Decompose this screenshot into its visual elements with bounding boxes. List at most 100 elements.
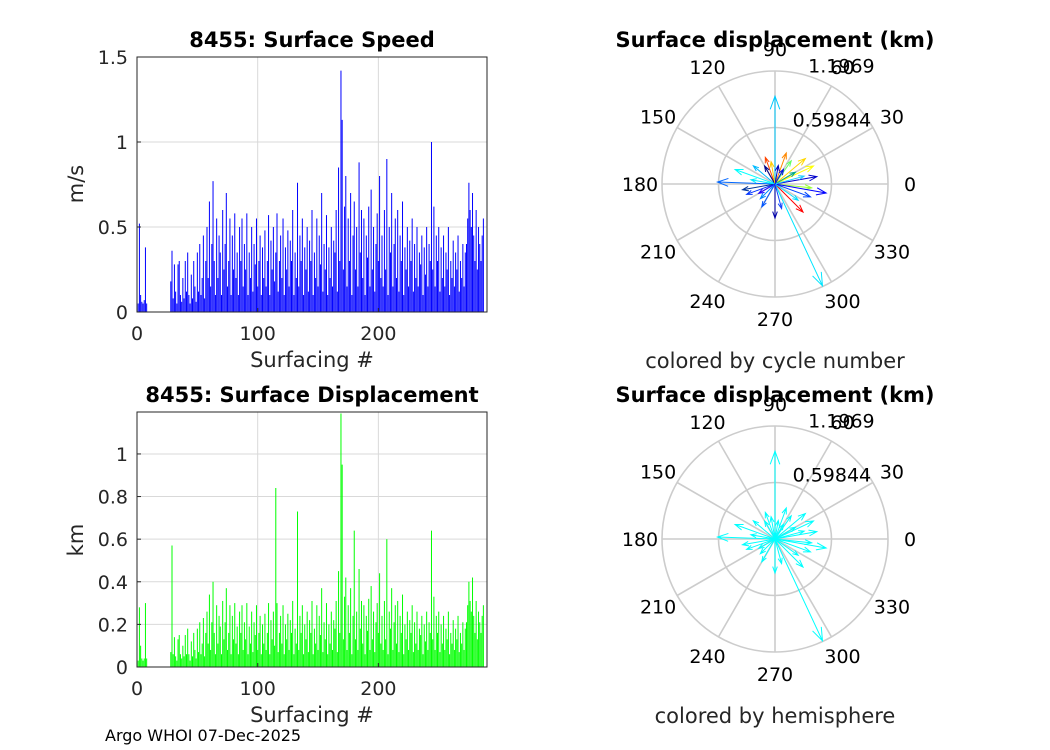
y-tick-label: 0 xyxy=(116,302,128,324)
displacement-vector xyxy=(769,160,776,185)
displacement-vector xyxy=(774,163,780,185)
displacement-vector xyxy=(774,538,783,566)
x-tick-label: 200 xyxy=(360,678,396,700)
displacement-vector xyxy=(774,538,805,569)
displacement-vector xyxy=(764,511,776,540)
angle-label: 150 xyxy=(640,107,676,129)
displacement-vector xyxy=(774,183,805,214)
displacement-vector xyxy=(774,526,797,540)
displacement-vector xyxy=(774,168,785,185)
displacement-vector xyxy=(745,538,776,550)
displacement-vector xyxy=(759,538,776,555)
polar-cycle-caption: colored by cycle number xyxy=(645,349,905,373)
x-tick-label: 0 xyxy=(131,323,143,345)
x-tick-label: 0 xyxy=(131,678,143,700)
displacement-vector xyxy=(774,175,806,185)
displacement-vector xyxy=(749,533,776,540)
displacement-vector xyxy=(774,512,807,540)
displacement-vector xyxy=(774,151,787,185)
displacement-vector xyxy=(763,519,776,540)
angle-label: 210 xyxy=(640,242,676,264)
angle-label: 300 xyxy=(824,291,860,313)
angle-label: 30 xyxy=(880,107,904,129)
displacement-vector xyxy=(749,178,776,185)
displacement-vector xyxy=(764,156,776,185)
displacement-vector xyxy=(741,183,776,192)
speed-y-label: m/s xyxy=(64,165,88,203)
angle-label: 60 xyxy=(830,412,854,434)
angle-label: 120 xyxy=(689,57,725,79)
y-tick-label: 0.2 xyxy=(98,614,128,636)
displacement-vector xyxy=(774,183,783,211)
y-tick-label: 0.6 xyxy=(98,529,128,551)
polar-hemisphere-caption: colored by hemisphere xyxy=(655,704,896,728)
angle-label: 240 xyxy=(689,646,725,668)
polar-plot-cycle: Surface displacement (km) colored by cyc… xyxy=(615,28,934,373)
displacement-y-label: km xyxy=(64,524,88,557)
angle-label: 300 xyxy=(824,646,860,668)
angle-label: 210 xyxy=(640,597,676,619)
displacement-vector xyxy=(774,171,797,185)
angle-label: 90 xyxy=(763,394,787,416)
angle-label: 180 xyxy=(622,174,658,196)
angle-label: 330 xyxy=(874,242,910,264)
y-tick-label: 1 xyxy=(116,444,128,466)
displacement-vector xyxy=(763,164,776,185)
y-tick-label: 0.5 xyxy=(98,217,128,239)
displacement-vector xyxy=(774,183,828,196)
displacement-vector xyxy=(769,449,781,539)
displacement-vector xyxy=(715,532,776,542)
displacement-vector xyxy=(757,183,776,195)
angle-label: 30 xyxy=(880,462,904,484)
speed-bar-chart: 8455: Surface Speed Surfacing # m/s 0 1 0 0… xyxy=(64,28,488,372)
displacement-vector xyxy=(774,174,819,185)
displacement-vector xyxy=(774,183,800,202)
displacement-vector xyxy=(752,519,776,540)
displacement-vector xyxy=(741,538,776,547)
plot-frame xyxy=(136,56,488,313)
displacement-vector xyxy=(733,168,776,185)
polar-cycle-title: Surface displacement (km) xyxy=(615,28,934,52)
displacement-vector xyxy=(761,183,776,209)
displacement-bar-chart: 8455: Surface Displacement Surfacing # k… xyxy=(64,383,488,727)
angle-label: 0 xyxy=(904,174,916,196)
polar-plot-hemisphere: Surface displacement (km) colored by hem… xyxy=(615,383,934,728)
speed-x-label: Surfacing # xyxy=(250,348,374,372)
y-tick-label: 0.4 xyxy=(98,572,128,594)
displacement-vector xyxy=(774,183,812,198)
displacement-vector xyxy=(772,539,778,575)
displacement-vector xyxy=(774,538,812,553)
displacement-vector xyxy=(774,538,800,557)
displacement-vector xyxy=(772,184,778,220)
displacement-vector xyxy=(769,515,776,540)
displacement-vector xyxy=(715,177,776,187)
angle-label: 60 xyxy=(830,57,854,79)
angle-label: 90 xyxy=(763,39,787,61)
displacement-vector xyxy=(774,157,807,185)
ring-label: 0.59844 xyxy=(793,110,872,132)
speed-chart-title: 8455: Surface Speed xyxy=(189,28,435,52)
polar-hemisphere-title: Surface displacement (km) xyxy=(615,383,934,407)
x-tick-label: 100 xyxy=(240,678,276,700)
displacement-vector xyxy=(774,523,785,540)
y-tick-label: 0.8 xyxy=(98,487,128,509)
angle-label: 150 xyxy=(640,462,676,484)
ring-label: 1.1969 xyxy=(808,410,874,432)
displacement-vector xyxy=(761,538,776,564)
displacement-vector xyxy=(774,538,824,643)
displacement-vector xyxy=(774,530,806,540)
ring-label: 0.59844 xyxy=(793,465,872,487)
displacement-vector xyxy=(774,518,780,540)
footer-credit: Argo WHOI 07-Dec-2025 xyxy=(105,726,301,745)
displacement-vector xyxy=(774,183,824,288)
angle-label: 120 xyxy=(689,412,725,434)
displacement-vector xyxy=(774,165,815,185)
angle-label: 330 xyxy=(874,597,910,619)
displacement-vector xyxy=(745,183,776,195)
displacement-vector xyxy=(759,183,776,200)
angle-label: 0 xyxy=(904,529,916,551)
ring-label: 1.1969 xyxy=(808,55,874,77)
y-tick-label: 1 xyxy=(116,132,128,154)
angle-label: 240 xyxy=(689,291,725,313)
